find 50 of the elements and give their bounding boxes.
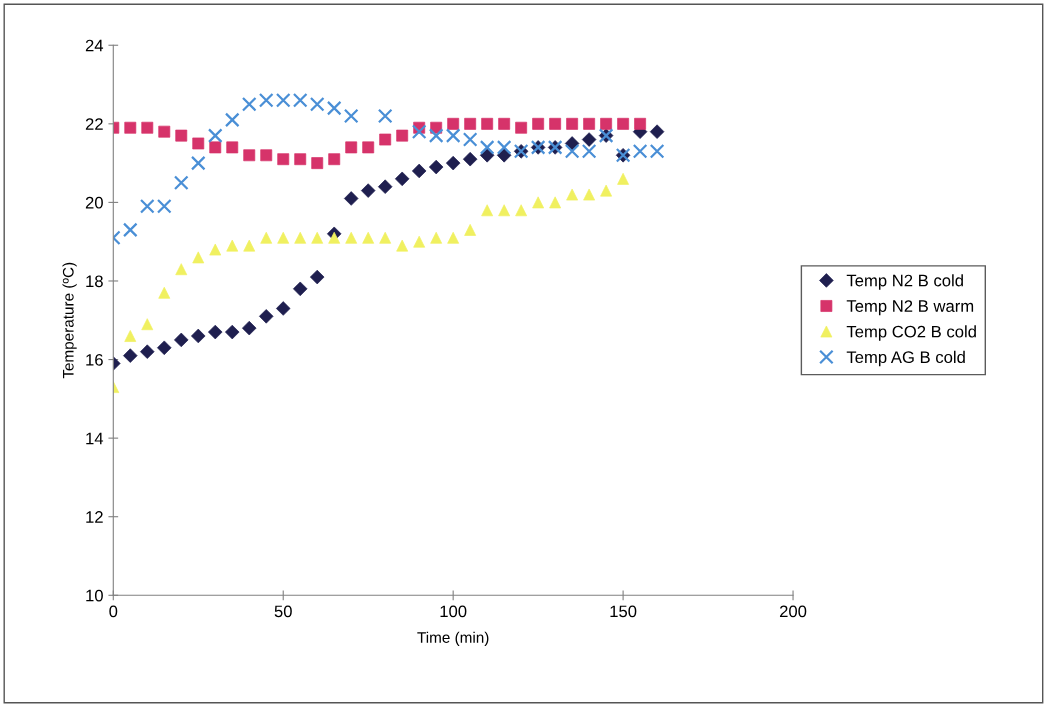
legend-label: Temp N2 B cold (846, 274, 963, 290)
legend-label: Temp AG B cold (846, 350, 965, 367)
point (445, 128, 461, 143)
point (428, 128, 444, 143)
point (343, 108, 359, 124)
point (343, 191, 359, 206)
point (208, 324, 223, 340)
y-tick-label: 22 (85, 118, 103, 130)
point (326, 100, 342, 116)
point (139, 198, 155, 214)
point (632, 143, 648, 159)
point (479, 140, 495, 155)
y-tick-label: 10 (86, 589, 103, 602)
point (122, 222, 138, 238)
point (462, 132, 478, 147)
point (377, 108, 393, 124)
point (581, 143, 597, 159)
x-tick-label: 0 (109, 605, 118, 618)
point (309, 269, 325, 285)
y-tick-label: 18 (86, 275, 103, 288)
point (649, 143, 665, 159)
point (207, 128, 223, 143)
point (174, 332, 189, 348)
point (564, 143, 580, 159)
x-axis-title: Time (min) (417, 631, 489, 646)
y-tick-label: 16 (86, 353, 103, 366)
point (411, 124, 427, 140)
y-tick-label: 24 (85, 39, 104, 52)
point (241, 96, 257, 112)
point (258, 92, 274, 108)
point (292, 92, 308, 108)
legend-label: Temp CO2 B cold (846, 325, 976, 341)
point (360, 183, 376, 198)
point (173, 175, 189, 191)
legend-label: Temp N2 B warm (846, 300, 974, 316)
y-tick-label: 12 (86, 511, 103, 523)
point (275, 92, 291, 108)
point (309, 96, 325, 112)
y-tick-label: 14 (86, 432, 104, 445)
point (224, 112, 240, 128)
point (649, 124, 665, 139)
x-tick-label: 200 (779, 605, 807, 618)
y-tick-label: 20 (85, 196, 103, 209)
y-axis-title: Temperature (ºC) (62, 262, 77, 379)
x-tick-label: 100 (440, 605, 467, 618)
x-tick-label: 150 (610, 605, 637, 618)
point (190, 155, 206, 171)
x-tick-label: 50 (274, 605, 292, 618)
point (496, 140, 512, 155)
point (156, 198, 172, 214)
